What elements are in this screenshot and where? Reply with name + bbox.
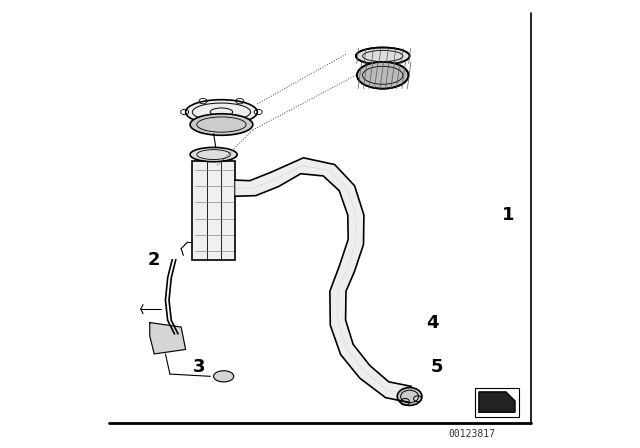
- Ellipse shape: [190, 114, 253, 135]
- Bar: [475, 388, 520, 417]
- Text: 00123817: 00123817: [449, 429, 496, 439]
- Ellipse shape: [397, 388, 422, 405]
- Ellipse shape: [186, 100, 257, 125]
- Bar: [192, 161, 235, 260]
- Polygon shape: [479, 392, 515, 412]
- Text: 2: 2: [148, 251, 161, 269]
- Ellipse shape: [214, 371, 234, 382]
- Ellipse shape: [357, 62, 408, 89]
- Text: 1: 1: [502, 206, 515, 224]
- Polygon shape: [150, 323, 186, 354]
- Ellipse shape: [356, 47, 410, 65]
- Polygon shape: [235, 158, 411, 402]
- Ellipse shape: [190, 147, 237, 162]
- Text: 5: 5: [430, 358, 443, 376]
- Text: 3: 3: [193, 358, 205, 376]
- Text: 4: 4: [426, 314, 438, 332]
